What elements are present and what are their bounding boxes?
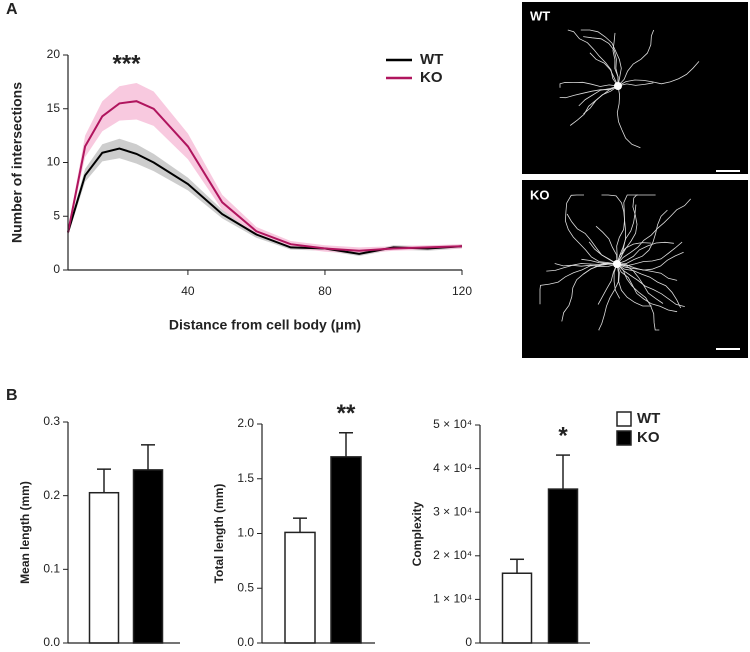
y-tick-label: 0.0 <box>237 635 254 649</box>
y-tick-label: 0 <box>53 262 60 276</box>
dendrite <box>616 263 664 304</box>
dendrite <box>567 29 619 87</box>
significance: * <box>558 422 568 449</box>
bar <box>284 531 316 644</box>
legend-label: WT <box>420 51 443 68</box>
dendrite <box>616 198 691 265</box>
panel-label: B <box>6 387 18 404</box>
y-axis-label: Complexity <box>410 501 424 566</box>
y-tick-label: 1 × 10⁴ <box>433 592 472 606</box>
dendrite <box>589 52 619 87</box>
dendrite <box>601 194 626 265</box>
y-tick-label: 5 × 10⁴ <box>433 417 472 431</box>
y-tick-label: 3 × 10⁴ <box>433 504 472 518</box>
dendrite <box>564 194 618 265</box>
dendrite <box>583 85 619 115</box>
y-tick-label: 0 <box>465 635 472 649</box>
y-tick-label: 0.1 <box>43 562 60 576</box>
y-tick-label: 20 <box>47 47 61 61</box>
dendrite <box>559 81 619 88</box>
panel-label: A <box>6 1 18 18</box>
line <box>67 147 463 255</box>
dendrite <box>588 241 618 265</box>
dendrite <box>583 36 619 86</box>
y-tick-label: 2 × 10⁴ <box>433 548 472 562</box>
bar <box>501 572 533 644</box>
dendrite <box>546 263 618 272</box>
legend-label: KO <box>637 429 660 446</box>
micrograph <box>522 2 748 174</box>
legend-swatch <box>616 411 632 427</box>
dendrite <box>554 262 618 267</box>
y-tick-label: 0.0 <box>43 635 60 649</box>
dendrite <box>597 263 618 305</box>
legend-label: KO <box>420 69 443 86</box>
y-tick-label: 1.5 <box>237 471 254 485</box>
dendrite <box>578 85 619 107</box>
dendrite <box>598 263 619 331</box>
dendrite <box>595 225 618 265</box>
dendrite <box>616 194 638 265</box>
significance: *** <box>113 50 142 77</box>
dendrite <box>616 263 685 307</box>
bar <box>330 456 362 644</box>
micrograph-label: WT <box>530 8 550 23</box>
y-tick-label: 2.0 <box>237 416 254 430</box>
neurons <box>539 29 700 331</box>
dendrite <box>616 263 678 281</box>
line <box>67 100 463 252</box>
dendrite <box>616 263 682 309</box>
y-axis-label: Number of intersections <box>9 82 25 243</box>
dendrite <box>559 85 619 99</box>
dendrite <box>616 209 668 265</box>
bar <box>547 488 579 644</box>
legend-swatch <box>616 430 632 446</box>
bar <box>88 491 120 644</box>
dendrite <box>616 85 641 149</box>
soma <box>614 82 622 90</box>
legend-label: WT <box>637 410 660 427</box>
y-axis-label: Mean length (mm) <box>18 481 32 584</box>
dendrite <box>613 263 621 299</box>
dendrite <box>616 204 637 265</box>
dendrite <box>617 29 655 87</box>
dendrite <box>616 263 660 331</box>
y-tick-label: 0.5 <box>237 580 254 594</box>
y-tick-label: 1.0 <box>237 526 254 540</box>
error-band <box>68 83 462 254</box>
dendrite <box>617 61 700 87</box>
dendrite <box>569 85 619 126</box>
dendrite <box>616 242 652 265</box>
dendrite <box>580 29 622 87</box>
x-tick-label: 40 <box>181 284 195 298</box>
dendrite <box>539 263 618 305</box>
y-tick-label: 0.2 <box>43 488 60 502</box>
y-tick-label: 5 <box>53 208 60 222</box>
dendrite <box>616 241 683 267</box>
y-tick-label: 15 <box>47 101 61 115</box>
bar <box>132 469 164 644</box>
y-tick-label: 4 × 10⁴ <box>433 461 472 475</box>
micrograph-label: KO <box>530 187 550 202</box>
x-tick-label: 120 <box>452 284 472 298</box>
dendrite <box>616 241 674 265</box>
soma <box>613 260 621 268</box>
y-tick-label: 0.3 <box>43 414 60 428</box>
error-band <box>68 138 462 256</box>
x-axis-label: Distance from cell body (μm) <box>169 317 361 333</box>
dendrite <box>617 82 654 87</box>
dendrite <box>616 263 652 307</box>
y-axis-label: Total length (mm) <box>212 484 226 584</box>
x-tick-label: 80 <box>318 284 332 298</box>
y-tick-label: 10 <box>47 155 61 169</box>
significance: ** <box>337 400 356 427</box>
